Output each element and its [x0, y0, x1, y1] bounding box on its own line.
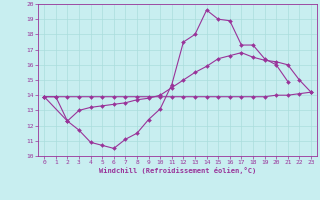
- X-axis label: Windchill (Refroidissement éolien,°C): Windchill (Refroidissement éolien,°C): [99, 167, 256, 174]
